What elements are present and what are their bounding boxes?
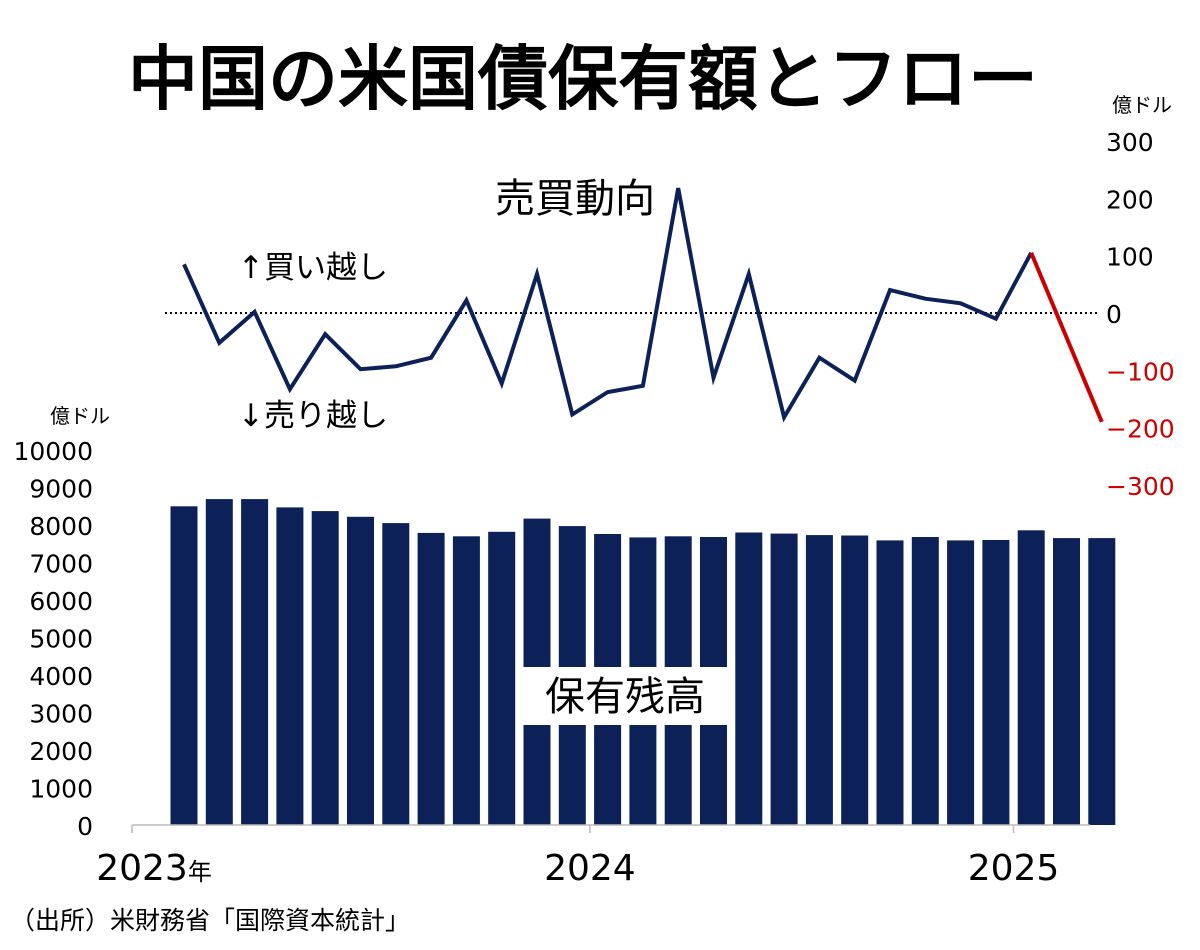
x-tick-label: 2025 xyxy=(968,848,1060,889)
holding-bar xyxy=(841,535,869,825)
holding-bar xyxy=(311,511,339,825)
chart-title: 中国の米国債保有額とフロー xyxy=(128,38,1038,120)
flow-latest-segment xyxy=(1029,252,1104,423)
stock-tick-label: 2000 xyxy=(29,737,93,766)
flow-tick-label: 200 xyxy=(1106,185,1154,214)
stock-tick-label: 7000 xyxy=(29,550,93,579)
flow-tick-label: −100 xyxy=(1106,357,1175,386)
holding-bar xyxy=(770,533,798,825)
sell-label: ↓売り越し xyxy=(238,398,388,434)
x-tick-label: 2023年 xyxy=(96,848,212,889)
flow-tick-label: 0 xyxy=(1106,300,1122,329)
holding-bar xyxy=(452,536,480,826)
flow-axis: 300 200 100 0 −100 −200 −300 xyxy=(1106,128,1175,501)
stock-tick-label: 0 xyxy=(77,812,93,841)
x-axis: 2023年 2024 2025 xyxy=(96,825,1059,889)
holding-bar xyxy=(876,540,904,825)
stock-unit-label: 億ドル xyxy=(50,404,110,428)
holding-bar xyxy=(1053,538,1080,825)
holding-bar xyxy=(488,531,516,826)
x-tick-label: 2024 xyxy=(544,848,636,889)
flow-layer xyxy=(182,187,1104,423)
flow-series-label: 売買動向 xyxy=(495,176,655,222)
holding-bar xyxy=(1088,538,1116,825)
stock-axis: 0 1000 2000 3000 4000 5000 6000 7000 8000 9000 100… xyxy=(13,437,93,841)
stock-tick-label: 3000 xyxy=(29,700,93,729)
holding-bar xyxy=(1017,530,1045,826)
bars-layer xyxy=(170,499,1116,826)
x-tick-year: 2023 xyxy=(96,848,188,889)
stock-tick-label: 1000 xyxy=(29,775,93,804)
flow-series-line xyxy=(182,187,1033,423)
stock-tick-label: 8000 xyxy=(29,512,93,541)
x-tick-year: 2024 xyxy=(544,848,636,889)
stock-tick-label: 6000 xyxy=(29,587,93,616)
holding-bar xyxy=(205,499,233,825)
holding-bar xyxy=(805,535,833,825)
holding-bar xyxy=(347,516,374,826)
stock-label-box xyxy=(518,667,732,725)
flow-tick-label: −200 xyxy=(1106,415,1175,444)
stock-series-label: 保有残高 xyxy=(545,674,705,720)
source-note: （出所）米財務省「国際資本統計」 xyxy=(10,906,410,935)
stock-tick-label: 5000 xyxy=(29,625,93,654)
flow-tick-label: −300 xyxy=(1106,472,1175,501)
holding-bar xyxy=(735,532,763,825)
holding-bar xyxy=(911,537,939,825)
flow-tick-label: 300 xyxy=(1106,128,1154,157)
holding-bar xyxy=(417,532,445,825)
holding-bar xyxy=(241,499,269,825)
stock-tick-label: 4000 xyxy=(29,662,93,691)
buy-label: ↑買い越し xyxy=(238,250,388,286)
flow-tick-label: 100 xyxy=(1106,243,1154,272)
holding-bar xyxy=(170,506,198,826)
stock-tick-label: 9000 xyxy=(29,475,93,504)
holding-bar xyxy=(276,507,304,825)
holding-bar xyxy=(382,523,410,825)
x-tick-year: 2025 xyxy=(968,848,1060,889)
stock-tick-label: 10000 xyxy=(13,437,93,466)
holding-bar xyxy=(982,540,1010,825)
flow-unit-label: 億ドル xyxy=(1112,93,1172,117)
holding-bar xyxy=(947,540,975,825)
x-tick-suffix: 年 xyxy=(188,858,212,886)
